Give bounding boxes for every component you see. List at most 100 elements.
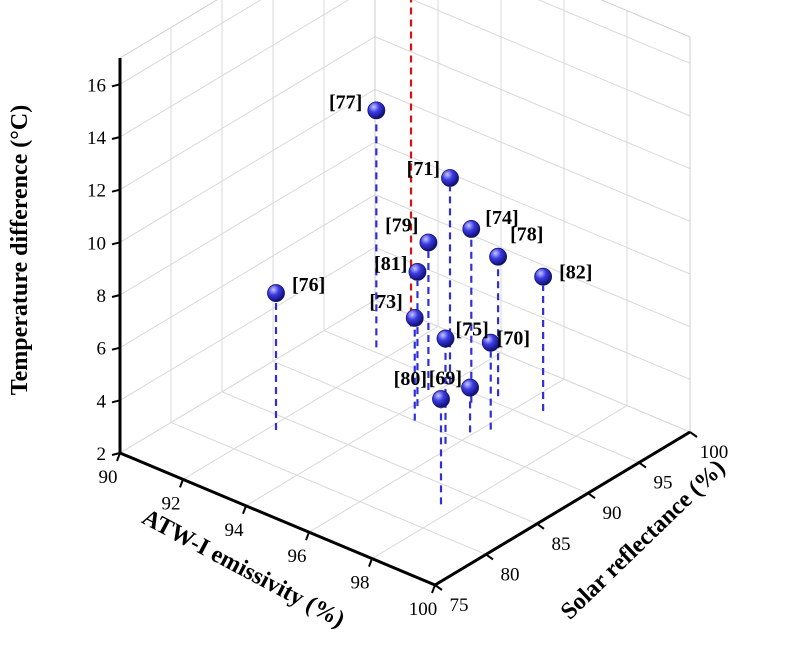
y-tick-label: 90 xyxy=(603,503,622,524)
wall-grid-line xyxy=(374,194,691,328)
data-point xyxy=(461,378,479,397)
z-axis-title: Temperature difference (°C) xyxy=(7,105,33,395)
z-tick-label: 2 xyxy=(97,444,107,465)
data-point xyxy=(432,390,450,408)
z-tick-mark xyxy=(111,83,121,88)
data-labels: This work[77][71][79][78][74][81][82][73… xyxy=(292,91,592,390)
x-tick-mark xyxy=(116,452,121,462)
point-label: [81] xyxy=(374,253,407,275)
wall-grid-line xyxy=(374,299,691,433)
x-tick-label: 100 xyxy=(409,599,438,620)
wall-grid-line xyxy=(119,88,376,243)
x-tick-label: 90 xyxy=(99,467,118,488)
z-tick-mark xyxy=(111,136,121,140)
point-label: [76] xyxy=(292,274,325,296)
floor-grid-line xyxy=(323,330,640,464)
drop-lines xyxy=(274,0,545,505)
point-label: [82] xyxy=(559,262,592,284)
data-point xyxy=(534,267,553,286)
floor-grid-line xyxy=(245,352,502,507)
point-label: [79] xyxy=(385,214,418,236)
z-tick-label: 10 xyxy=(87,233,106,254)
point-label: [74] xyxy=(485,207,518,229)
wall-grid-line xyxy=(411,0,691,117)
y-tick-label: 100 xyxy=(700,442,729,463)
y-tick-label: 95 xyxy=(654,473,673,494)
point-label: [69] xyxy=(429,368,462,390)
wall-grid-line xyxy=(119,36,376,191)
floor-grid-line xyxy=(308,378,565,533)
data-point xyxy=(462,220,481,238)
floor-grid-line xyxy=(272,360,589,494)
y-axis-title: Solar reflectance (%) xyxy=(556,455,731,625)
y-tick-mark xyxy=(434,584,443,591)
y-tick-mark xyxy=(689,431,698,438)
y-axis-line xyxy=(434,430,691,587)
z-tick-mark xyxy=(111,294,121,298)
point-label: [75] xyxy=(456,319,489,341)
z-tick-mark xyxy=(111,188,121,193)
wall-grid-line xyxy=(119,0,350,138)
data-point xyxy=(441,169,459,187)
y-tick-mark xyxy=(638,461,647,469)
x-tick-mark xyxy=(179,479,184,488)
y-tick-label: 75 xyxy=(450,595,469,616)
data-point xyxy=(405,308,424,327)
y-tick-mark xyxy=(587,492,596,500)
data-point xyxy=(408,262,427,281)
frame-edge xyxy=(119,0,218,59)
x-tick-mark xyxy=(431,584,436,594)
x-tick-label: 98 xyxy=(351,573,370,594)
y-tick-label: 85 xyxy=(552,534,571,555)
data-point xyxy=(367,101,386,120)
z-tick-label: 4 xyxy=(97,391,107,412)
data-point xyxy=(489,247,507,266)
axes xyxy=(111,58,698,594)
data-points xyxy=(267,101,553,408)
wall-grid-line xyxy=(119,141,376,296)
grid-lines xyxy=(119,0,691,586)
point-label: [78] xyxy=(510,224,543,246)
y-tick-mark xyxy=(536,522,545,530)
z-tick-label: 8 xyxy=(97,286,107,307)
wall-grid-line xyxy=(119,0,262,85)
x-tick-mark xyxy=(242,505,247,515)
z-tick-label: 16 xyxy=(87,75,106,96)
z-tick-label: 12 xyxy=(87,181,106,202)
wall-grid-line xyxy=(119,246,376,401)
y-tick-mark xyxy=(485,553,494,561)
z-tick-label: 6 xyxy=(97,339,107,360)
tick-labels: 2 4 6 8 10 12 14 16 90 92 94 96 98 100 75 80 85 90 95 100 xyxy=(87,75,728,620)
z-tick-mark xyxy=(111,346,121,351)
y-tick-label: 80 xyxy=(501,564,520,585)
wall-grid-line xyxy=(374,88,691,222)
x-tick-label: 96 xyxy=(288,546,307,567)
point-label: [77] xyxy=(329,91,362,113)
floor-grid-line xyxy=(221,391,538,525)
data-point xyxy=(481,333,500,352)
data-point xyxy=(419,233,438,252)
x-tick-label: 94 xyxy=(225,520,245,541)
floor-grid-line xyxy=(182,325,439,480)
point-label: [80] xyxy=(394,368,427,390)
frame-edge xyxy=(600,0,691,38)
x-tick-label: 92 xyxy=(162,493,181,514)
wall-grid-line xyxy=(119,299,376,454)
z-tick-mark xyxy=(111,399,121,404)
data-point xyxy=(436,329,455,348)
x-tick-mark xyxy=(368,558,373,567)
wall-grid-line xyxy=(374,141,691,275)
z-tick-label: 14 xyxy=(87,128,107,149)
point-label: [71] xyxy=(407,158,440,180)
x-tick-mark xyxy=(305,531,310,541)
wall-grid-line xyxy=(119,194,376,349)
floor-grid-line xyxy=(371,405,628,560)
data-point xyxy=(267,284,285,302)
wall-grid-line xyxy=(374,36,691,170)
wall-grid-line xyxy=(537,0,691,64)
z-tick-mark xyxy=(111,452,121,456)
point-label: [73] xyxy=(369,291,402,313)
x-axis-line xyxy=(119,451,436,587)
floor-grid-line xyxy=(170,421,487,555)
